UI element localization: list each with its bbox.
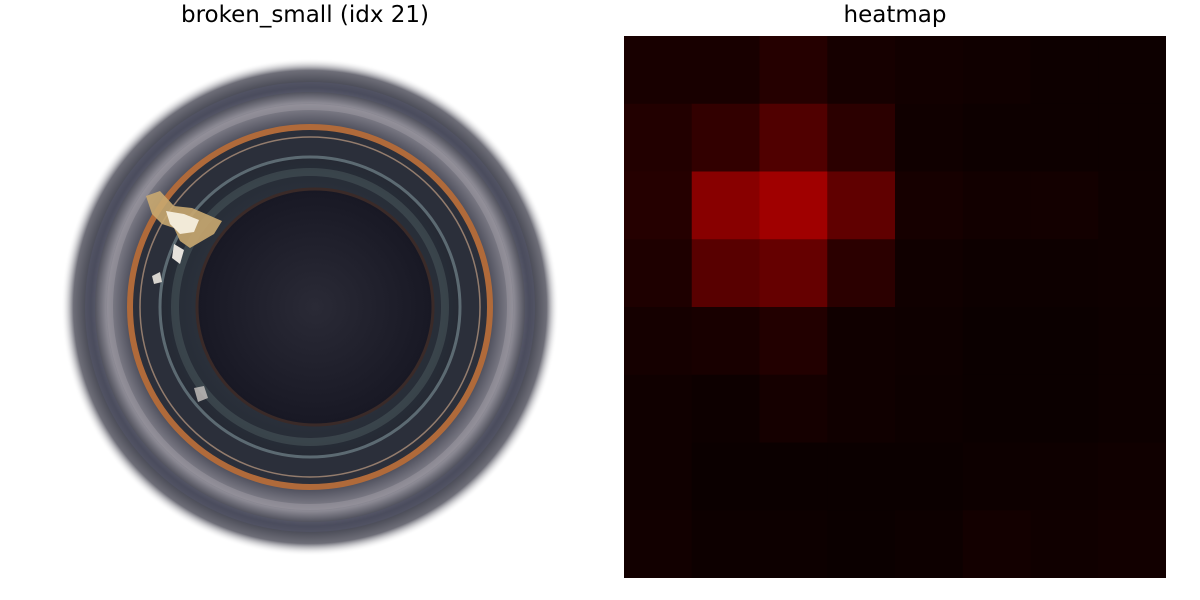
heatmap-cell-3-1 — [691, 239, 760, 308]
heatmap-cell-2-0 — [624, 171, 693, 240]
heatmap-grid — [624, 36, 1166, 578]
heatmap-cell-0-6 — [1030, 36, 1099, 105]
defect-shard — [146, 191, 222, 402]
heatmap-cell-6-1 — [691, 442, 760, 511]
heatmap-cell-0-7 — [1098, 36, 1166, 105]
heatmap-cell-3-7 — [1098, 239, 1166, 308]
heatmap-cell-7-7 — [1098, 510, 1166, 578]
heatmap-cell-2-7 — [1098, 171, 1166, 240]
heatmap-cell-0-5 — [962, 36, 1031, 105]
heatmap-cell-5-6 — [1030, 374, 1099, 443]
heatmap-cell-4-1 — [691, 307, 760, 376]
heatmap-panel — [624, 36, 1166, 578]
heatmap-cell-5-0 — [624, 374, 693, 443]
heatmap-cell-7-1 — [691, 510, 760, 578]
heatmap-cell-7-5 — [962, 510, 1031, 578]
heatmap-cell-5-3 — [827, 374, 896, 443]
bottle-top-image — [61, 58, 559, 556]
heatmap-cell-5-1 — [691, 374, 760, 443]
heatmap-cell-1-7 — [1098, 103, 1166, 172]
bottle-opening — [195, 187, 435, 427]
heatmap-cell-0-4 — [895, 36, 964, 105]
heatmap-cell-1-5 — [962, 103, 1031, 172]
heatmap-cell-1-1 — [691, 103, 760, 172]
heatmap-cell-6-4 — [895, 442, 964, 511]
heatmap-cell-6-0 — [624, 442, 693, 511]
heatmap-cell-0-1 — [691, 36, 760, 105]
heatmap-cell-2-4 — [895, 171, 964, 240]
heatmap-title: heatmap — [843, 2, 947, 28]
heatmap-cell-3-6 — [1030, 239, 1099, 308]
heatmap-cell-4-0 — [624, 307, 693, 376]
heatmap-cell-3-5 — [962, 239, 1031, 308]
heatmap-cell-1-4 — [895, 103, 964, 172]
heatmap-cell-2-3 — [827, 171, 896, 240]
heatmap-cell-7-2 — [759, 510, 828, 578]
heatmap-cell-3-2 — [759, 239, 828, 308]
heatmap-cell-7-4 — [895, 510, 964, 578]
heatmap-cell-6-5 — [962, 442, 1031, 511]
heatmap-cell-7-0 — [624, 510, 693, 578]
heatmap-cell-4-5 — [962, 307, 1031, 376]
bottle-photo — [34, 36, 576, 578]
heatmap-cell-2-1 — [691, 171, 760, 240]
heatmap-cell-1-2 — [759, 103, 828, 172]
heatmap-cell-6-7 — [1098, 442, 1166, 511]
heatmap-cell-4-3 — [827, 307, 896, 376]
heatmap-cell-4-6 — [1030, 307, 1099, 376]
heatmap-cell-2-6 — [1030, 171, 1099, 240]
heatmap-cell-0-3 — [827, 36, 896, 105]
heatmap-cell-3-0 — [624, 239, 693, 308]
photo-title: broken_small (idx 21) — [180, 2, 430, 28]
heatmap-cell-0-0 — [624, 36, 693, 105]
heatmap-cell-6-2 — [759, 442, 828, 511]
heatmap-cell-5-2 — [759, 374, 828, 443]
heatmap-cell-6-6 — [1030, 442, 1099, 511]
heatmap-cell-7-3 — [827, 510, 896, 578]
heatmap-cell-4-2 — [759, 307, 828, 376]
heatmap-cell-2-2 — [759, 171, 828, 240]
heatmap-cell-4-7 — [1098, 307, 1166, 376]
heatmap-cell-1-0 — [624, 103, 693, 172]
heatmap-cell-4-4 — [895, 307, 964, 376]
heatmap-cell-0-2 — [759, 36, 828, 105]
heatmap-cell-3-3 — [827, 239, 896, 308]
heatmap-cell-1-6 — [1030, 103, 1099, 172]
heatmap-cell-7-6 — [1030, 510, 1099, 578]
heatmap-cell-5-7 — [1098, 374, 1166, 443]
heatmap-cell-5-4 — [895, 374, 964, 443]
heatmap-cell-3-4 — [895, 239, 964, 308]
heatmap-cell-5-5 — [962, 374, 1031, 443]
heatmap-cell-2-5 — [962, 171, 1031, 240]
heatmap-cell-1-3 — [827, 103, 896, 172]
heatmap-cell-6-3 — [827, 442, 896, 511]
